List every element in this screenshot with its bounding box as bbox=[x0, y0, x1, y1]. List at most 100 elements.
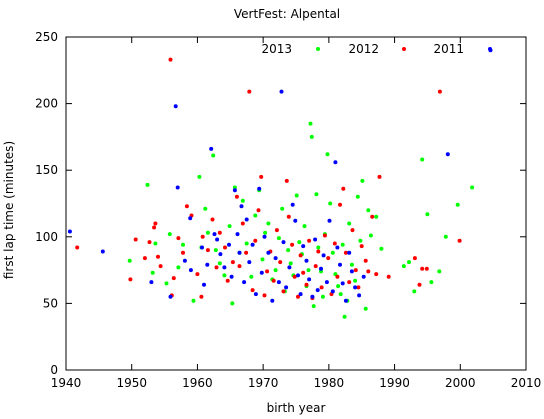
data-point bbox=[425, 212, 430, 217]
x-tick-label: 1970 bbox=[248, 376, 279, 390]
data-point bbox=[457, 238, 462, 243]
data-point bbox=[326, 256, 331, 261]
data-point bbox=[309, 134, 314, 139]
data-point bbox=[253, 292, 258, 297]
legend-marker-2013 bbox=[316, 47, 320, 51]
data-point bbox=[153, 241, 158, 246]
legend-marker-2011 bbox=[488, 47, 492, 51]
data-point bbox=[244, 241, 249, 246]
data-point bbox=[302, 224, 307, 229]
data-point bbox=[347, 250, 352, 255]
data-point bbox=[266, 221, 271, 226]
x-tick-label: 1980 bbox=[314, 376, 345, 390]
data-point bbox=[327, 218, 332, 223]
data-point bbox=[407, 260, 411, 265]
data-point bbox=[293, 218, 298, 223]
data-point bbox=[350, 228, 355, 233]
data-point bbox=[379, 246, 384, 251]
data-point bbox=[270, 298, 275, 303]
data-point bbox=[353, 278, 358, 283]
data-point bbox=[455, 202, 460, 207]
data-point bbox=[314, 192, 319, 197]
data-point bbox=[256, 208, 261, 213]
data-point bbox=[420, 266, 425, 271]
data-point bbox=[401, 264, 406, 269]
data-point bbox=[247, 260, 252, 265]
data-point bbox=[260, 257, 265, 262]
data-point bbox=[335, 245, 340, 250]
data-point bbox=[173, 104, 178, 109]
data-point bbox=[253, 238, 258, 243]
data-point bbox=[168, 294, 173, 299]
data-point bbox=[237, 264, 242, 269]
data-point bbox=[203, 206, 208, 211]
data-point bbox=[298, 253, 303, 258]
x-tick-label: 2000 bbox=[445, 376, 476, 390]
data-point bbox=[325, 152, 330, 157]
data-points bbox=[67, 48, 493, 319]
data-point bbox=[443, 234, 448, 239]
data-point bbox=[286, 248, 291, 253]
data-point bbox=[149, 280, 154, 285]
data-point bbox=[227, 242, 231, 247]
data-point bbox=[315, 288, 320, 293]
x-tick-label: 2010 bbox=[511, 376, 542, 390]
data-point bbox=[338, 292, 343, 297]
legend: 2013 2012 2011 bbox=[261, 42, 492, 56]
data-point bbox=[377, 174, 382, 179]
data-point bbox=[244, 217, 249, 222]
data-point bbox=[294, 193, 299, 198]
data-point bbox=[355, 194, 360, 199]
data-point bbox=[263, 230, 268, 235]
data-point bbox=[188, 216, 193, 221]
data-point bbox=[265, 269, 270, 274]
data-point bbox=[176, 236, 181, 241]
data-point bbox=[184, 204, 189, 209]
data-point bbox=[341, 186, 346, 191]
data-point bbox=[361, 274, 366, 279]
data-point bbox=[195, 272, 200, 277]
data-point bbox=[191, 298, 196, 303]
data-point bbox=[316, 249, 321, 254]
data-point bbox=[202, 282, 206, 287]
data-point bbox=[250, 242, 255, 247]
data-point bbox=[153, 221, 158, 226]
data-point bbox=[175, 185, 180, 190]
data-point bbox=[257, 186, 262, 191]
y-tick-label: 50 bbox=[43, 296, 58, 310]
data-point bbox=[296, 294, 300, 299]
data-point bbox=[150, 270, 155, 275]
data-point bbox=[247, 89, 252, 94]
data-point bbox=[349, 262, 354, 267]
x-tick-label: 1990 bbox=[379, 376, 410, 390]
data-point bbox=[445, 152, 450, 157]
series-2013 bbox=[127, 121, 475, 319]
legend-label-2011: 2011 bbox=[433, 42, 464, 56]
data-point bbox=[197, 174, 202, 179]
axis-ticks bbox=[65, 36, 527, 371]
data-point bbox=[308, 121, 313, 126]
data-point bbox=[330, 289, 335, 294]
y-tick-label: 250 bbox=[35, 30, 58, 44]
series-2011 bbox=[67, 48, 493, 303]
data-point bbox=[211, 153, 216, 158]
data-point bbox=[239, 204, 244, 209]
data-point bbox=[215, 237, 220, 242]
data-point bbox=[307, 277, 312, 282]
data-point bbox=[142, 256, 147, 261]
data-point bbox=[335, 274, 340, 279]
data-point bbox=[297, 240, 302, 245]
y-axis-label: first lap time (minutes) bbox=[2, 141, 16, 279]
legend-label-2012: 2012 bbox=[348, 42, 379, 56]
data-point bbox=[437, 269, 442, 274]
data-point bbox=[200, 245, 204, 250]
data-point bbox=[288, 261, 293, 266]
data-point bbox=[274, 228, 279, 233]
data-point bbox=[284, 178, 289, 183]
data-point bbox=[127, 258, 132, 263]
data-point bbox=[368, 233, 373, 238]
data-point bbox=[330, 250, 335, 255]
data-point bbox=[363, 306, 368, 311]
data-point bbox=[347, 280, 352, 285]
